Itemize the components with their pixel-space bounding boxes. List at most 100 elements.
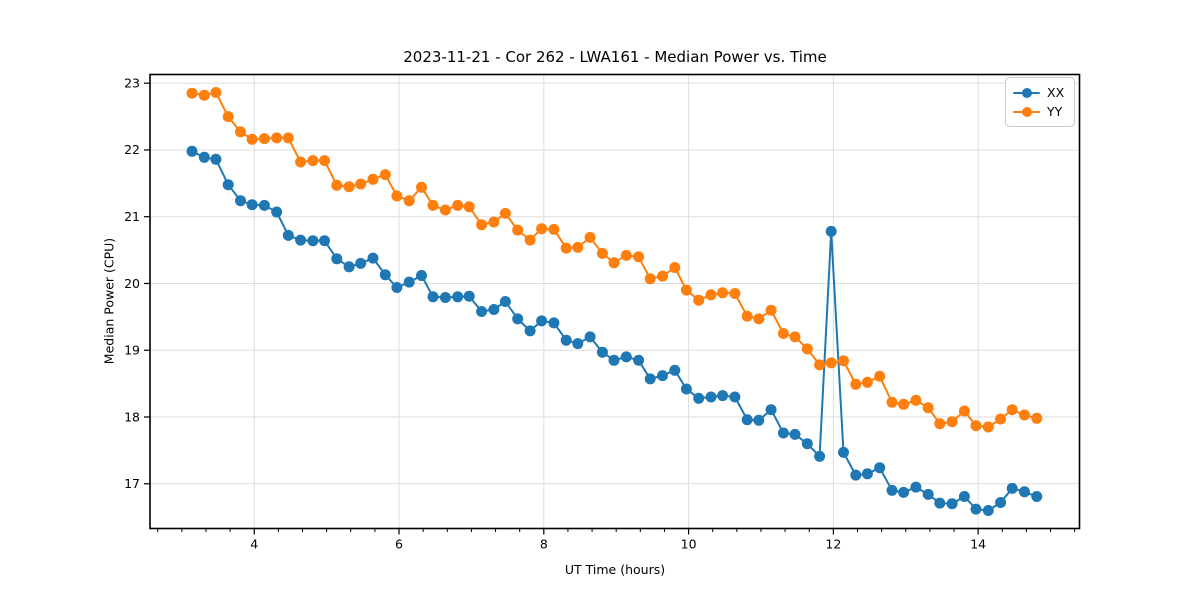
data-point-yy	[463, 201, 475, 213]
data-point-xx	[789, 428, 801, 440]
data-point-xx	[922, 488, 934, 500]
data-point-yy	[476, 219, 488, 231]
data-point-xx	[669, 364, 681, 376]
data-point-yy	[861, 376, 873, 388]
data-point-yy	[910, 394, 922, 406]
data-point-xx	[416, 270, 427, 281]
data-point-xx	[584, 331, 596, 343]
data-point-xx	[331, 253, 343, 265]
data-point-yy	[499, 207, 511, 219]
data-point-yy	[271, 132, 283, 144]
legend-marker-icon	[1021, 87, 1032, 98]
data-point-xx	[307, 235, 319, 247]
data-point-xx	[343, 261, 355, 273]
x-tick-label: 8	[540, 537, 548, 552]
data-point-yy	[439, 204, 451, 216]
data-point-yy	[331, 179, 343, 191]
x-tick-label: 12	[825, 537, 841, 552]
legend-label-xx: XX	[1047, 85, 1065, 100]
data-point-yy	[995, 413, 1007, 425]
y-tick-label: 20	[124, 276, 140, 291]
data-point-xx	[874, 462, 886, 474]
data-point-yy	[669, 262, 681, 273]
x-axis-label: UT Time (hours)	[564, 562, 666, 577]
data-point-yy	[367, 173, 379, 185]
data-point-xx	[982, 505, 994, 516]
y-tick-label: 23	[124, 75, 140, 90]
series-line-xx	[191, 150, 1038, 512]
data-point-yy	[403, 195, 415, 207]
legend-entry-yy: YY	[1013, 102, 1066, 121]
data-point-xx	[1019, 486, 1030, 498]
data-point-yy	[427, 199, 439, 211]
data-point-xx	[439, 292, 451, 303]
data-point-xx	[729, 391, 741, 403]
data-point-xx	[355, 257, 367, 269]
y-tick-label: 21	[124, 209, 140, 224]
legend-sample-xx	[1013, 87, 1040, 99]
data-point-xx	[198, 151, 210, 163]
data-point-xx	[814, 450, 826, 462]
data-point-yy	[235, 126, 246, 138]
data-point-xx	[1006, 482, 1018, 494]
data-point-xx	[536, 315, 548, 327]
y-tick-label: 22	[124, 142, 140, 157]
data-point-xx	[186, 145, 198, 157]
data-point-xx	[644, 373, 656, 385]
data-point-yy	[814, 359, 826, 371]
legend: XX YY	[1005, 77, 1075, 127]
data-point-yy	[536, 223, 548, 235]
data-point-xx	[958, 491, 970, 502]
data-point-yy	[452, 199, 464, 211]
data-point-yy	[307, 155, 319, 167]
data-point-xx	[403, 276, 415, 288]
data-point-yy	[633, 251, 645, 263]
data-point-yy	[343, 181, 355, 193]
data-point-yy	[741, 310, 753, 322]
data-point-xx	[753, 414, 765, 426]
data-point-yy	[657, 270, 668, 282]
data-point-yy	[777, 328, 789, 339]
data-point-xx	[910, 481, 922, 493]
data-point-xx	[488, 304, 500, 315]
data-point-yy	[198, 89, 210, 101]
data-point-xx	[476, 306, 488, 317]
data-point-yy	[620, 249, 632, 261]
x-tick-label: 14	[970, 537, 986, 552]
data-point-xx	[1031, 491, 1043, 502]
data-point-yy	[838, 355, 849, 367]
data-point-xx	[608, 354, 620, 366]
y-tick-label: 18	[124, 409, 140, 424]
data-point-xx	[620, 351, 632, 363]
data-point-yy	[295, 156, 307, 168]
data-point-yy	[512, 224, 524, 236]
data-point-xx	[210, 153, 222, 165]
data-point-xx	[524, 325, 536, 337]
data-point-xx	[235, 195, 246, 207]
data-point-xx	[367, 252, 379, 264]
data-point-yy	[874, 370, 886, 382]
data-point-yy	[922, 402, 934, 414]
legend-marker-icon	[1021, 106, 1032, 117]
data-point-xx	[512, 313, 524, 325]
data-point-yy	[934, 418, 946, 430]
data-point-yy	[572, 241, 584, 253]
data-point-xx	[970, 503, 982, 515]
data-point-yy	[186, 87, 198, 99]
data-point-xx	[765, 404, 777, 416]
data-point-yy	[210, 87, 222, 98]
data-point-xx	[391, 282, 403, 293]
data-point-yy	[705, 289, 717, 301]
data-point-yy	[765, 304, 777, 316]
data-point-xx	[801, 438, 813, 450]
data-point-xx	[657, 370, 668, 382]
data-point-yy	[753, 313, 765, 325]
data-point-xx	[850, 469, 862, 481]
data-point-yy	[886, 396, 898, 408]
data-point-xx	[258, 199, 270, 211]
x-tick-label: 6	[395, 537, 403, 552]
data-point-xx	[282, 229, 294, 241]
data-point-xx	[222, 179, 234, 191]
